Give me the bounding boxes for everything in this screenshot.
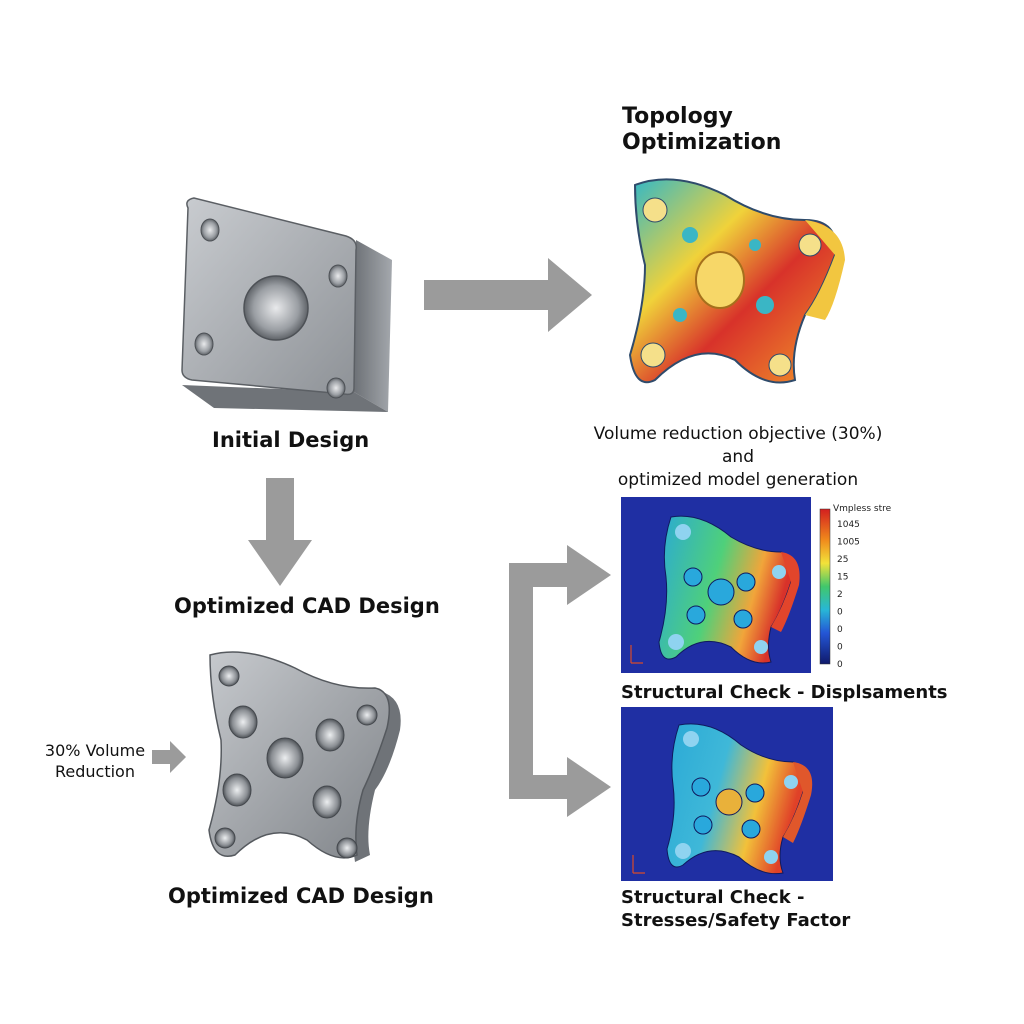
legend-value: 0 — [837, 625, 843, 635]
topology-optimization-model — [628, 178, 845, 384]
arrow-right-icon — [424, 258, 592, 332]
topology-optimization-caption: Volume reduction objective (30%) and opt… — [593, 424, 883, 490]
displacement-simulation: Vmpless stress 1045 1005 25 15 2 0 0 0 0 — [621, 497, 891, 673]
legend-value: 15 — [837, 573, 848, 583]
optimized-cad-model — [208, 651, 401, 862]
optimized-cad-design-label-bottom: Optimized CAD Design — [168, 884, 434, 908]
split-arrow-icon — [509, 545, 611, 817]
legend-value: 0 — [837, 643, 843, 653]
stress-simulation — [621, 707, 833, 881]
arrow-down-icon — [248, 478, 312, 586]
small-arrow-right-icon — [152, 741, 186, 773]
initial-design-model — [181, 197, 392, 412]
optimized-cad-design-label-top: Optimized CAD Design — [174, 594, 440, 618]
legend-title: Vmpless stress — [833, 504, 891, 514]
legend-value: 0 — [837, 608, 843, 618]
volume-reduction-note: 30% Volume Reduction — [44, 741, 146, 781]
legend-value: 1045 — [837, 520, 860, 530]
legend-value: 0 — [837, 660, 843, 670]
legend-value: 2 — [837, 590, 843, 600]
initial-design-label: Initial Design — [212, 428, 370, 452]
legend-value: 25 — [837, 555, 848, 565]
structural-check-displacements-label: Structural Check - Displsaments — [621, 682, 948, 703]
legend-value: 1005 — [837, 538, 860, 548]
topology-optimization-title: Topology Optimization — [622, 104, 782, 155]
legend-values: 1045 1005 25 15 2 0 0 0 0 — [837, 520, 860, 670]
structural-check-stresses-label: Structural Check - Stresses/Safety Facto… — [621, 887, 851, 931]
